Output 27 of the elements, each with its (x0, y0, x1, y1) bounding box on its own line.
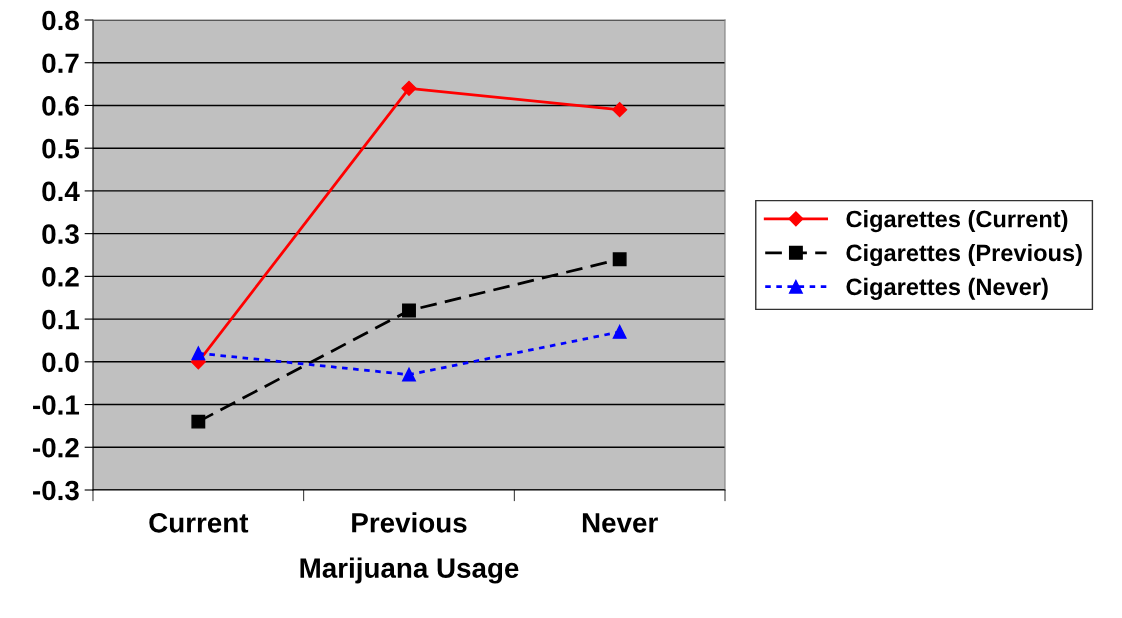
point (191, 346, 206, 361)
point (612, 252, 627, 267)
y-tick-label: 0.8 (42, 10, 79, 31)
y-tick-label: 0.6 (42, 96, 79, 116)
point (191, 414, 206, 429)
x-tick-label: Previous (352, 512, 467, 533)
y-tick-label: -0.3 (33, 480, 79, 501)
y-tick-label: 0.2 (42, 267, 79, 287)
legend-label: Cigarettes (Previous) (846, 243, 1082, 267)
y-tick-label: 0.1 (42, 309, 80, 330)
y-tick-label: 0.0 (42, 352, 79, 373)
x-tick-label: Never (582, 513, 658, 533)
legend-label: Cigarettes (Current) (846, 210, 1068, 233)
point (402, 303, 416, 318)
y-tick-label: -0.1 (33, 395, 80, 415)
y-tick-label: 0.5 (42, 138, 80, 159)
y-tick-label: -0.2 (33, 437, 79, 458)
y-tick-label: 0.4 (42, 181, 80, 202)
point (402, 367, 416, 382)
y-tick-label: 0.7 (42, 53, 79, 74)
legend-label: Cigarettes (Never) (846, 277, 1048, 300)
point (612, 102, 628, 118)
x-tick-label: Current (149, 512, 249, 533)
point (401, 80, 417, 96)
x-axis-title: Marijuana Usage (300, 557, 519, 584)
point (612, 324, 627, 339)
y-tick-label: 0.3 (42, 224, 79, 245)
